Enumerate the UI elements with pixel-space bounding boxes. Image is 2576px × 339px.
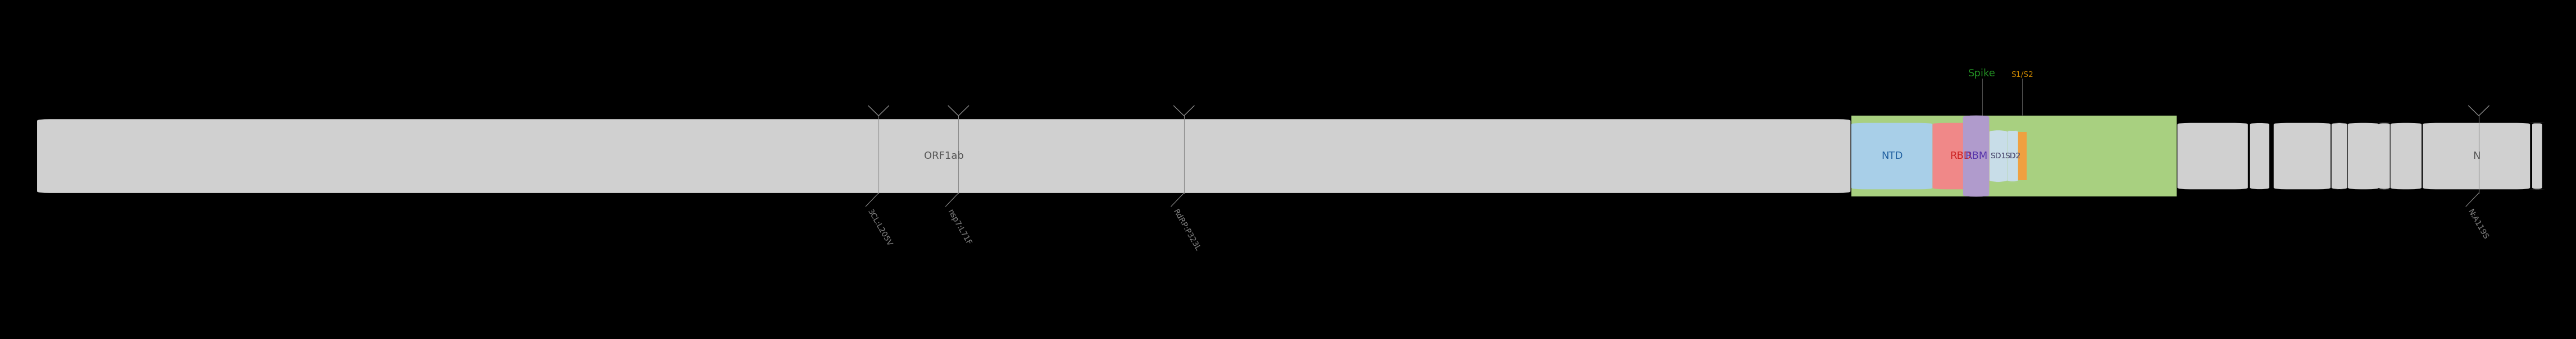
Text: RBM: RBM <box>1965 151 1989 161</box>
FancyBboxPatch shape <box>1989 130 2007 182</box>
FancyBboxPatch shape <box>36 119 1850 193</box>
FancyBboxPatch shape <box>2177 123 2249 189</box>
Text: NTD: NTD <box>1880 151 1904 161</box>
FancyBboxPatch shape <box>2424 123 2530 189</box>
Text: SD1: SD1 <box>1991 152 2007 160</box>
FancyBboxPatch shape <box>2275 123 2331 189</box>
FancyBboxPatch shape <box>1963 115 1989 197</box>
Text: RBD: RBD <box>1950 151 1971 161</box>
FancyBboxPatch shape <box>2347 123 2380 189</box>
Bar <box>1852 115 2177 197</box>
Text: SD2: SD2 <box>2004 152 2020 160</box>
Text: RdRP:P323L: RdRP:P323L <box>1172 208 1200 253</box>
Text: N:A119S: N:A119S <box>2465 208 2488 241</box>
Text: nsp7:L71F: nsp7:L71F <box>945 208 974 247</box>
FancyBboxPatch shape <box>2249 123 2269 189</box>
FancyBboxPatch shape <box>1852 123 1932 189</box>
Text: S1/S2: S1/S2 <box>2012 71 2032 78</box>
FancyBboxPatch shape <box>2391 123 2421 189</box>
Text: SD2: SD2 <box>2004 152 2020 160</box>
Bar <box>2017 132 2027 180</box>
FancyBboxPatch shape <box>2004 130 2020 182</box>
FancyBboxPatch shape <box>2530 123 2545 189</box>
Text: 3CL:L205V: 3CL:L205V <box>866 208 894 248</box>
Text: ORF1ab: ORF1ab <box>925 151 963 161</box>
Text: Spike: Spike <box>1968 68 1996 78</box>
Text: SD1: SD1 <box>1991 152 2007 160</box>
FancyBboxPatch shape <box>2378 123 2391 189</box>
FancyBboxPatch shape <box>2331 123 2347 189</box>
Text: N: N <box>2473 151 2481 161</box>
FancyBboxPatch shape <box>1932 123 1989 189</box>
